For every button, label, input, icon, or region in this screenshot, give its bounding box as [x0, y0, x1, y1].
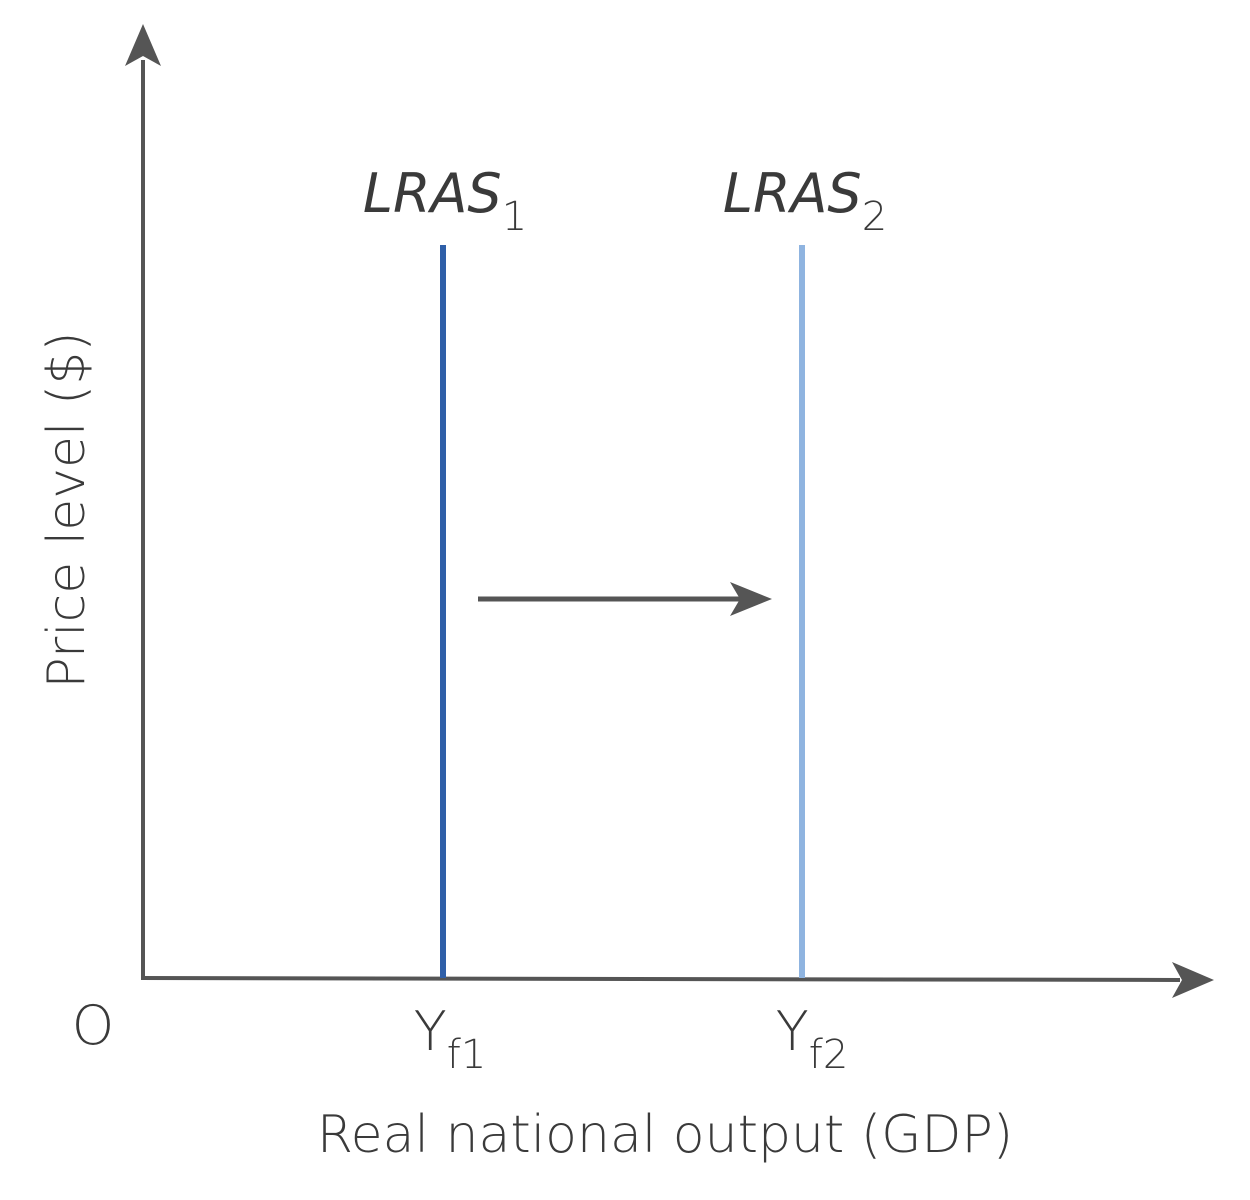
- label-subscript: f2: [809, 1032, 849, 1078]
- yf1-label: Yf1: [414, 1000, 487, 1078]
- y-axis-label: Price level ($): [37, 331, 97, 688]
- label-main: Y: [776, 1000, 809, 1063]
- x-axis-arrowhead: [1172, 962, 1214, 998]
- label-subscript: 1: [502, 194, 527, 240]
- x-axis: [140, 976, 1181, 982]
- shift-arrowhead: [730, 582, 772, 616]
- lras-1-label: LRAS1: [363, 162, 527, 240]
- x-axis-label: Real national output (GDP): [317, 1105, 1013, 1165]
- label-subscript: f1: [447, 1032, 487, 1078]
- label-main: LRAS: [363, 162, 502, 225]
- label-subscript: 2: [862, 194, 887, 240]
- label-main: Y: [414, 1000, 447, 1063]
- yf2-label: Yf2: [776, 1000, 849, 1078]
- y-axis-arrowhead: [125, 24, 161, 66]
- origin-label: O: [72, 994, 115, 1057]
- lras-2-label: LRAS2: [723, 162, 887, 240]
- label-main: LRAS: [723, 162, 862, 225]
